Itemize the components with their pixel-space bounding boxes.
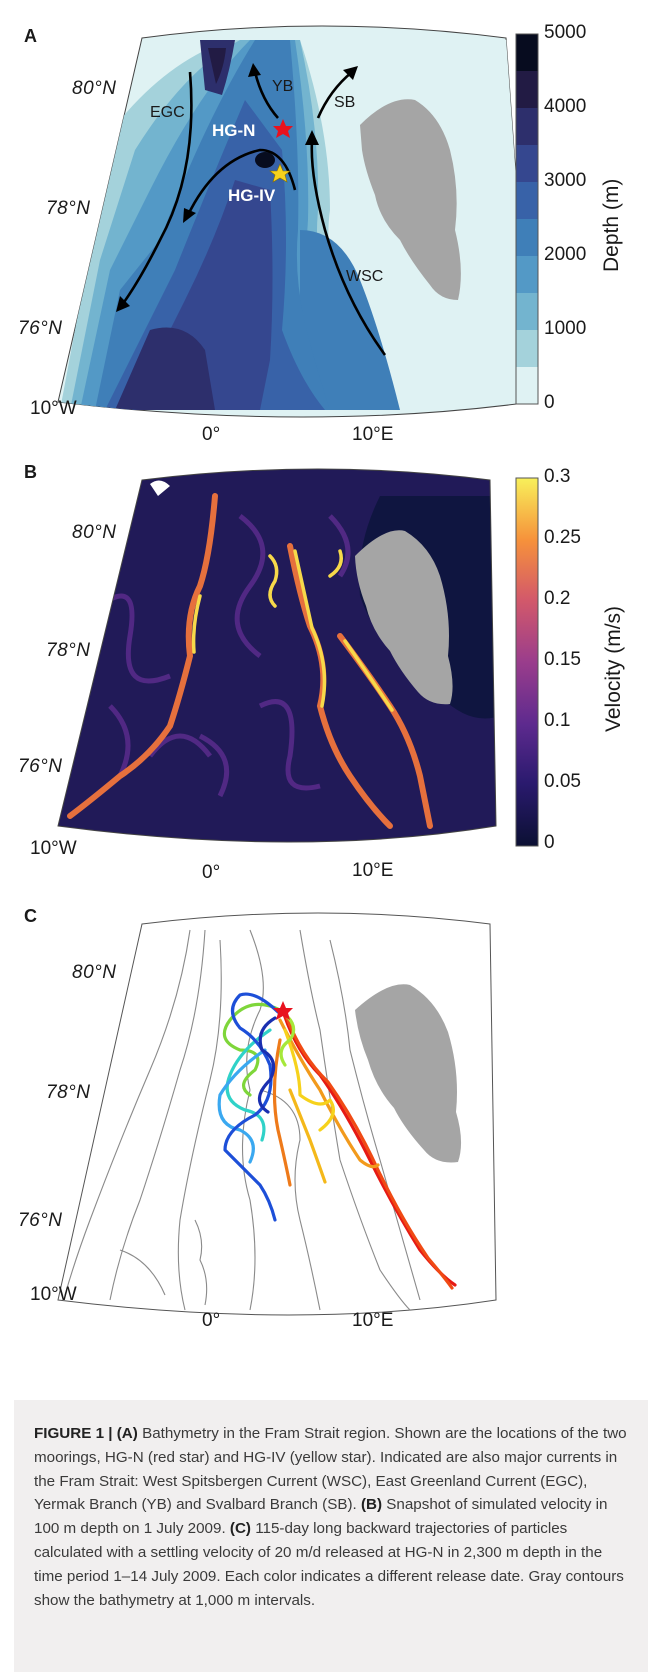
caption-a-tag: (A) [116,1425,138,1442]
lat-label-76n-c: 76°N [18,1210,63,1231]
caption-a-text: Bathymetry in the Fram Strait region. Sh… [34,1425,627,1514]
hgn-star-c-icon [273,1001,293,1020]
egc-arrowhead [116,296,130,312]
hgn-label: HG-N [212,121,256,140]
yb-arrow [253,71,279,119]
trajectory-red-2 [284,1013,454,1290]
panel-c: C [0,900,670,1395]
trajectory-green [222,1002,282,1097]
lat-label-80n: 80°N [72,78,117,99]
trajectory-orange [278,1018,380,1169]
caption-b-tag: (B) [360,1496,383,1514]
velocity-tick-0-3: 0.3 [544,466,571,487]
lat-label-80n-c: 80°N [72,962,117,983]
panel-a-letter: A [24,26,37,46]
lon-label-10e-b: 10°E [352,860,394,881]
lon-label-10e: 10°E [352,424,394,445]
hgn-star-icon [273,119,293,138]
trajectory-yellow [283,1028,335,1132]
velocity-tick-0-05: 0.05 [544,771,581,792]
particle-trajectories [217,992,457,1290]
trajectory-blue [223,992,280,1222]
panel-a: A [0,0,670,450]
yb-arrowhead [248,63,261,77]
hgiv-loop-arrow [186,148,297,216]
wsc-arrowhead [305,130,319,145]
panel-b: B [0,456,670,886]
loop-arrowhead [183,208,196,223]
lon-label-10w-c: 10°W [30,1284,77,1305]
lat-label-78n-c: 78°N [46,1082,91,1103]
depth-tick-0: 0 [544,392,555,413]
sb-arrowhead [343,66,358,80]
velocity-tick-0-25: 0.25 [544,527,581,548]
caption-b-text: Snapshot of simulated velocity in 100 m … [34,1496,608,1538]
egc-arrow [120,71,193,306]
lon-label-10w-b: 10°W [30,838,77,859]
wsc-arrow [310,139,387,356]
lat-label-76n-b: 76°N [18,756,63,777]
depth-colorbar [515,33,539,405]
caption-c-tag: (C) [229,1520,251,1538]
velocity-tick-0: 0 [544,832,555,853]
wsc-label: WSC [346,268,384,285]
lat-label-78n: 78°N [46,198,91,219]
caption-c-text: 115-day long backward trajectories of pa… [34,1520,624,1609]
velocity-tick-0-1: 0.1 [544,710,571,731]
lon-label-0-c: 0° [202,1310,221,1331]
velocity-tick-0-15: 0.15 [544,649,581,670]
panel-b-letter: B [24,462,37,482]
svalbard-land [355,984,462,1163]
egc-label: EGC [150,104,185,121]
depth-tick-1000: 1000 [544,318,587,339]
lat-label-78n-b: 78°N [46,640,91,661]
depth-tick-4000: 4000 [544,96,587,117]
sb-label: SB [334,94,356,111]
panel-c-letter: C [24,906,37,926]
current-arrows [120,70,387,356]
bathymetry-contours [64,929,421,1311]
lon-label-10w: 10°W [30,398,77,419]
velocity-colorbar [515,477,539,847]
trajectory-map [57,912,497,1316]
trajectory-orange-2 [272,1038,292,1187]
depth-tick-5000: 5000 [544,22,587,43]
depth-tick-2000: 2000 [544,244,587,265]
lon-label-10e-c: 10°E [352,1310,394,1331]
bathymetry-map [57,25,533,418]
velocity-map [57,468,539,847]
hgiv-label: HG-IV [228,186,276,205]
hgiv-star-icon [269,163,291,183]
lon-label-0-b: 0° [202,862,221,883]
trajectory-limegreen [279,1010,296,1067]
caption-label: FIGURE 1 | [34,1425,113,1442]
lon-label-0: 0° [202,424,221,445]
trajectory-yellow-2 [288,1088,327,1184]
trajectory-darkblue [257,1016,277,1114]
velocity-map-frame [57,468,497,843]
caption-text: FIGURE 1 | (A) Bathymetry in the Fram St… [14,1400,648,1612]
lat-label-76n: 76°N [18,318,63,339]
velocity-colorbar-title: Velocity (m/s) [602,605,625,732]
trajectory-cyan [225,1028,272,1142]
velocity-tick-0-2: 0.2 [544,588,571,609]
figure-caption: FIGURE 1 | (A) Bathymetry in the Fram St… [14,1400,648,1672]
trajectory-lightblue [217,1048,267,1164]
lat-label-80n-b: 80°N [72,522,117,543]
yb-label: YB [272,78,294,95]
depth-colorbar-title: Depth (m) [600,178,623,272]
depth-tick-3000: 3000 [544,170,587,191]
